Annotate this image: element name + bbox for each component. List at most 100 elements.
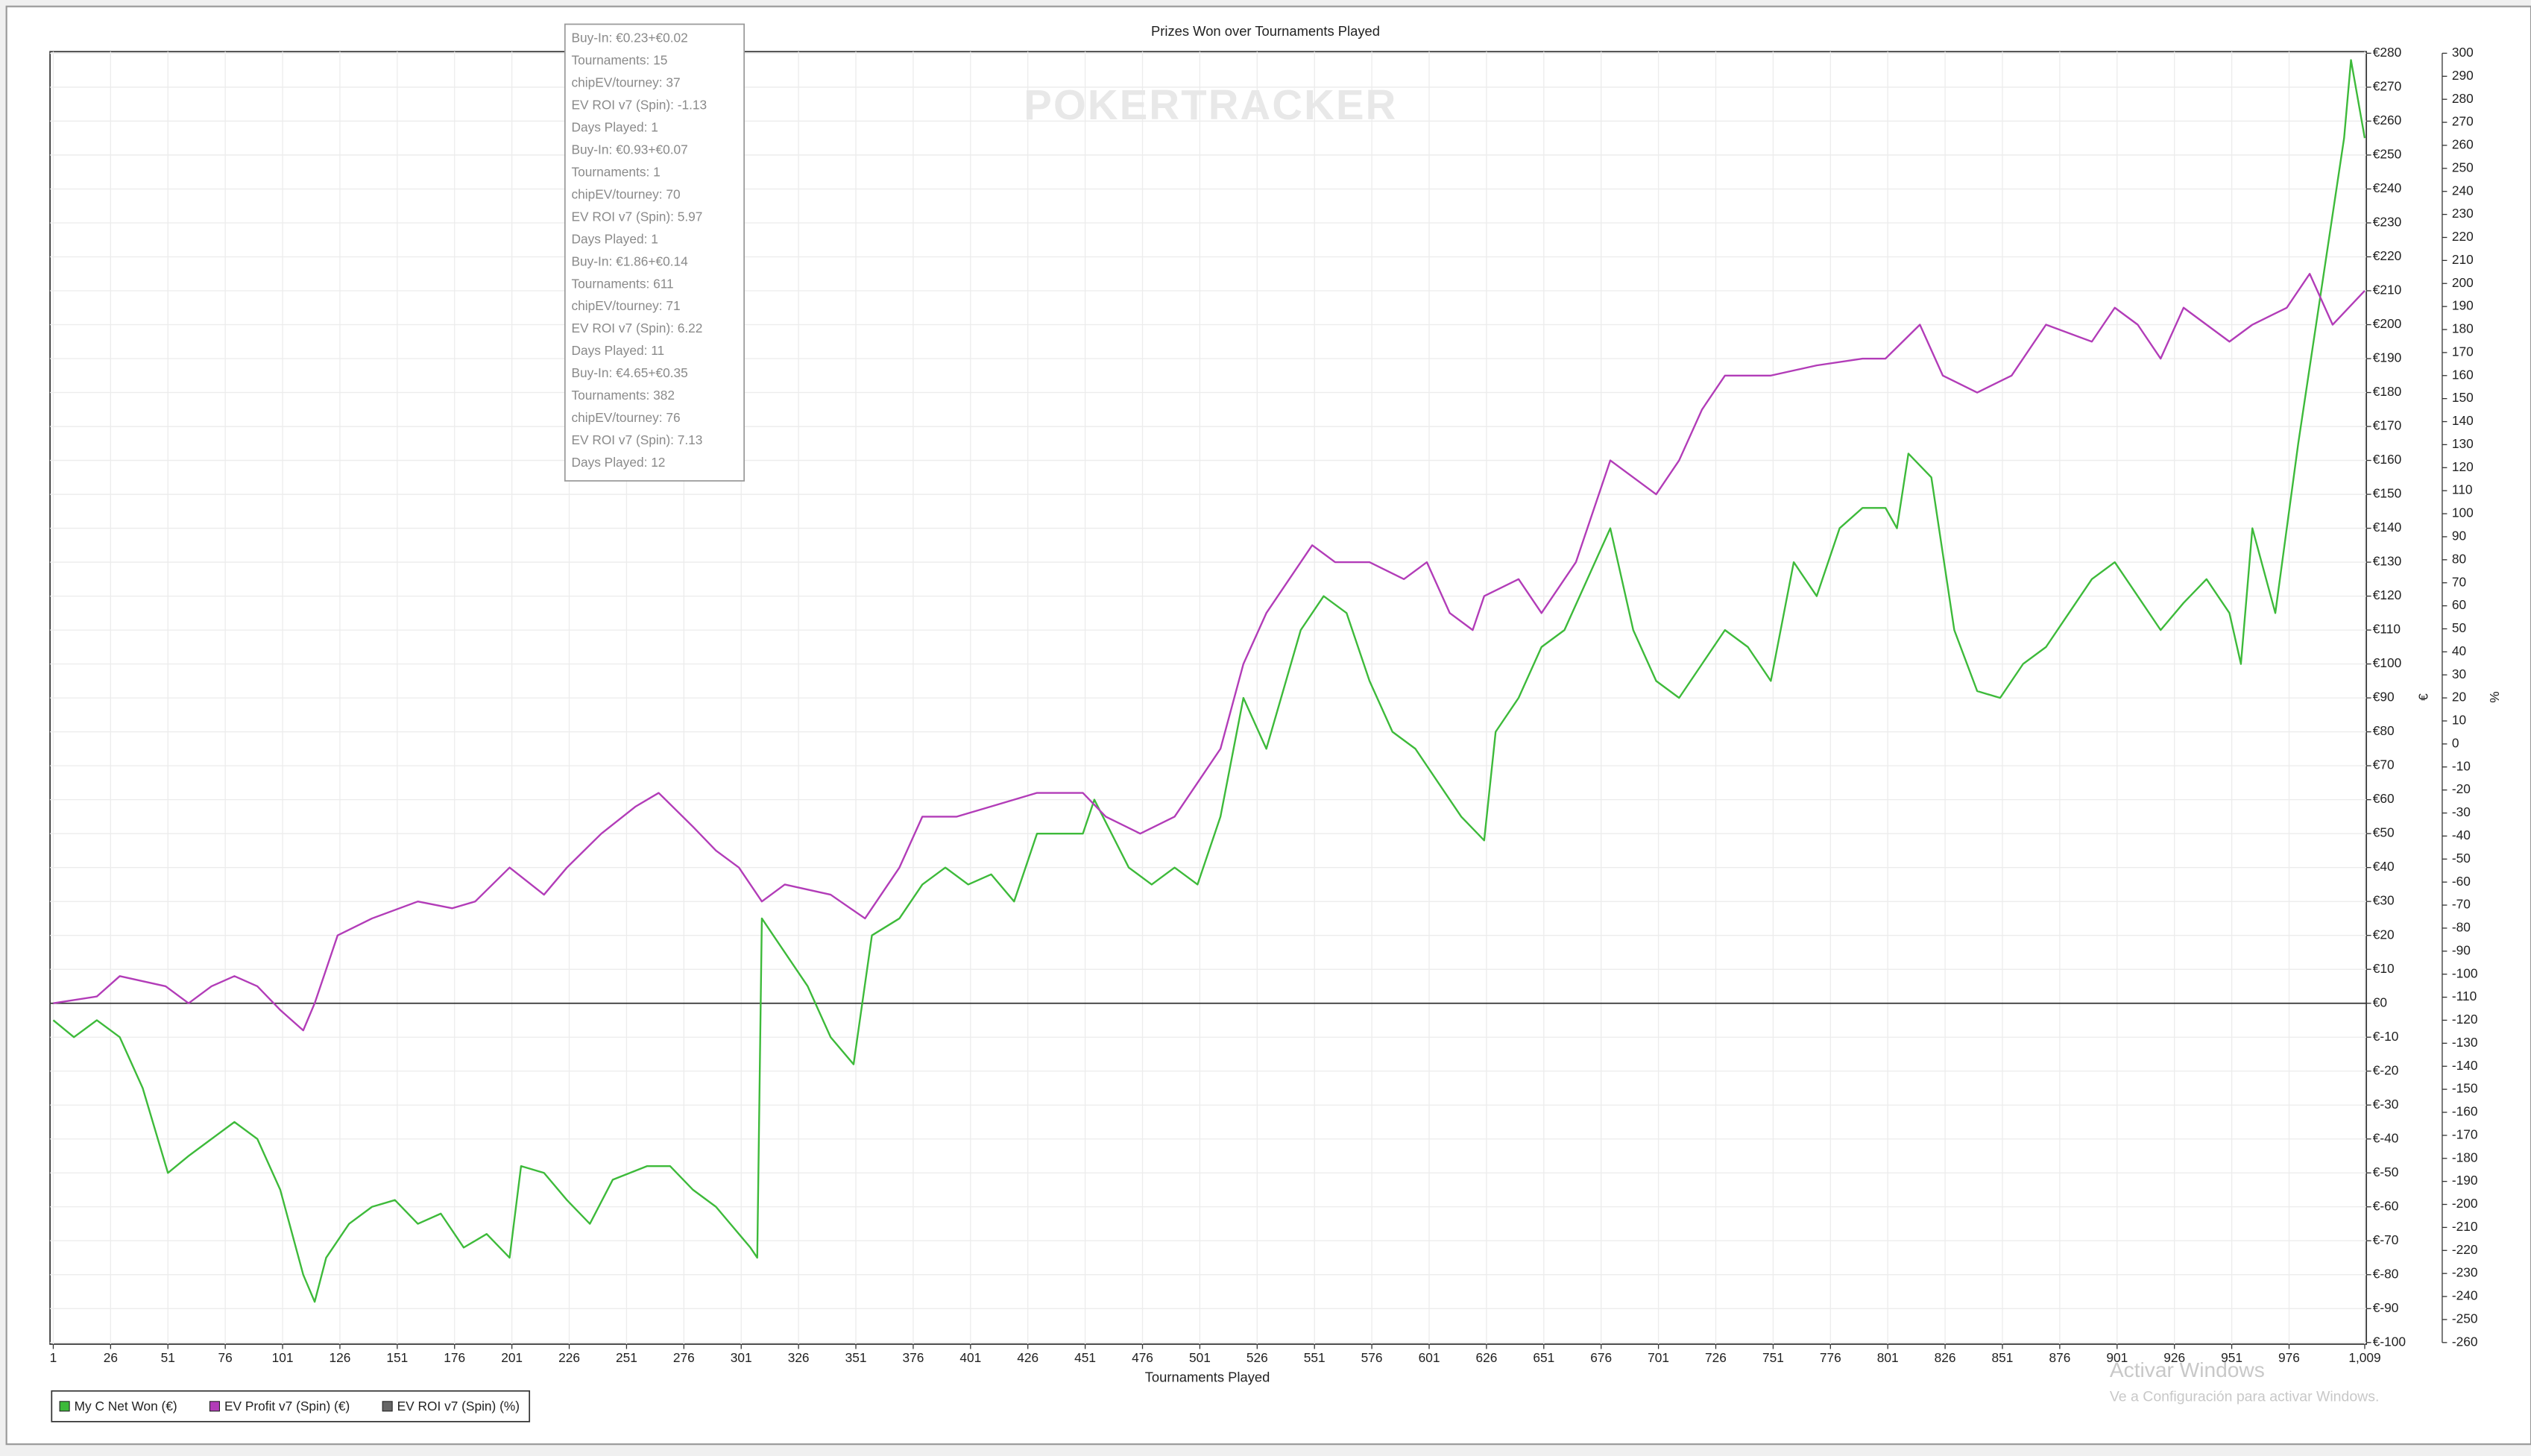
tooltip-line: Buy-In: €1.86+€0.14 <box>571 253 688 268</box>
y-tick-label: €-10 <box>2373 1029 2399 1044</box>
y-tick-label: €180 <box>2373 384 2401 399</box>
y2-tick-label: -190 <box>2452 1173 2478 1188</box>
y2-tick-label: -210 <box>2452 1219 2478 1234</box>
legend-label: My C Net Won (€) <box>75 1399 177 1414</box>
grid <box>50 51 2367 1344</box>
y-tick-label: €-60 <box>2373 1198 2399 1213</box>
y-tick-label: €190 <box>2373 350 2401 365</box>
y2-tick-label: -160 <box>2452 1104 2478 1119</box>
ticks: 1 26 51 76 101 126 151 176 201 226 251 276 301 326 351… <box>50 45 2478 1365</box>
y2-tick-label: -50 <box>2452 851 2471 866</box>
x-tick-label: 551 <box>1304 1350 1326 1365</box>
y2-tick-label: -90 <box>2452 942 2471 957</box>
tooltip-line: EV ROI v7 (Spin): 6.22 <box>571 321 702 335</box>
x-tick-label: 851 <box>1992 1350 2014 1365</box>
x-tick-label: 1,009 <box>2348 1350 2380 1365</box>
y2-tick-label: -20 <box>2452 781 2471 796</box>
y-tick-label: €-100 <box>2373 1334 2406 1349</box>
x-tick-label: 426 <box>1017 1350 1038 1365</box>
y2-tick-label: -170 <box>2452 1126 2478 1141</box>
y2-tick-label: 120 <box>2452 459 2474 474</box>
y2-tick-label: 240 <box>2452 183 2474 198</box>
x-tick-label: 1 <box>50 1350 57 1365</box>
x-tick-label: 776 <box>1820 1350 1841 1365</box>
legend-label: EV Profit v7 (Spin) (€) <box>224 1399 350 1414</box>
y-tick-label: €-90 <box>2373 1300 2399 1315</box>
tooltip-line: EV ROI v7 (Spin): 5.97 <box>571 209 702 224</box>
x-tick-label: 901 <box>2106 1350 2128 1365</box>
legend-swatch <box>209 1401 221 1412</box>
y-tick-label: €-50 <box>2373 1165 2399 1179</box>
y-tick-label: €100 <box>2373 655 2401 670</box>
y2-tick-label: 190 <box>2452 298 2474 313</box>
y-tick-label: €40 <box>2373 859 2395 874</box>
x-tick-label: 701 <box>1648 1350 1669 1365</box>
y2-tick-label: 220 <box>2452 229 2474 244</box>
y-tick-label: €140 <box>2373 520 2401 535</box>
x-tick-label: 576 <box>1361 1350 1383 1365</box>
y2-tick-label: -100 <box>2452 965 2478 980</box>
y-tick-label: €60 <box>2373 791 2395 806</box>
tooltip-line: Days Played: 1 <box>571 119 658 134</box>
x-tick-label: 101 <box>272 1350 294 1365</box>
y-tick-label: €280 <box>2373 45 2401 60</box>
y2-tick-label: -10 <box>2452 758 2471 773</box>
y-tick-label: €0 <box>2373 995 2387 1009</box>
x-tick-label: 601 <box>1419 1350 1440 1365</box>
y2-tick-label: -260 <box>2452 1334 2478 1349</box>
y-tick-label: €110 <box>2373 622 2401 637</box>
y2-tick-label: 10 <box>2452 713 2466 728</box>
x-tick-label: 226 <box>558 1350 580 1365</box>
series-line <box>53 273 2365 1032</box>
y2-tick-label: 280 <box>2452 91 2474 106</box>
y2-tick-label: -60 <box>2452 874 2471 889</box>
tooltip-line: Tournaments: 611 <box>571 276 673 291</box>
tooltip-box <box>564 23 746 482</box>
y-axis-label: € <box>2416 693 2431 701</box>
x-tick-label: 401 <box>959 1350 981 1365</box>
x-tick-label: 526 <box>1246 1350 1268 1365</box>
x-tick-label: 801 <box>1877 1350 1899 1365</box>
y2-tick-label: 180 <box>2452 321 2474 336</box>
y2-tick-label: -250 <box>2452 1311 2478 1326</box>
y-tick-label: €210 <box>2373 283 2401 297</box>
y2-tick-label: -70 <box>2452 897 2471 912</box>
tooltip-line: Days Played: 11 <box>571 343 664 358</box>
x-tick-label: 126 <box>330 1350 351 1365</box>
y2-tick-label: -130 <box>2452 1035 2478 1050</box>
y-tick-label: €240 <box>2373 180 2401 195</box>
y-tick-label: €120 <box>2373 587 2401 602</box>
y-tick-label: €-20 <box>2373 1062 2399 1077</box>
chart-title: Prizes Won over Tournaments Played <box>1151 23 1380 39</box>
x-tick-label: 676 <box>1590 1350 1612 1365</box>
tooltip-line: chipEV/tourney: 71 <box>571 298 680 313</box>
y2-tick-label: 60 <box>2452 597 2466 612</box>
tooltip-line: chipEV/tourney: 70 <box>571 186 680 201</box>
y2-tick-label: 30 <box>2452 666 2466 681</box>
y2-tick-label: -140 <box>2452 1058 2478 1073</box>
legend-swatch <box>59 1401 70 1412</box>
x-tick-label: 351 <box>845 1350 867 1365</box>
tooltip-line: Tournaments: 382 <box>571 388 674 403</box>
y2-tick-label: 50 <box>2452 620 2466 635</box>
y-tick-label: €130 <box>2373 554 2401 569</box>
x-tick-label: 151 <box>386 1350 408 1365</box>
tooltip-line: Buy-In: €0.23+€0.02 <box>571 31 687 45</box>
x-tick-label: 76 <box>218 1350 233 1365</box>
y-tick-label: €-80 <box>2373 1266 2399 1281</box>
y-tick-label: €170 <box>2373 418 2401 433</box>
tooltip-line: chipEV/tourney: 37 <box>571 75 680 89</box>
y2-tick-label: 80 <box>2452 551 2466 566</box>
y2-tick-label: -220 <box>2452 1242 2478 1257</box>
y-tick-label: €50 <box>2373 825 2395 840</box>
legend-label: EV ROI v7 (Spin) (%) <box>397 1399 520 1414</box>
tooltip-line: Tournaments: 15 <box>571 53 667 68</box>
y2-tick-label: -110 <box>2452 989 2477 1003</box>
y-tick-label: €230 <box>2373 215 2401 230</box>
tooltip-line: EV ROI v7 (Spin): -1.13 <box>571 97 707 112</box>
x-tick-label: 26 <box>104 1350 118 1365</box>
y2-tick-label: -40 <box>2452 828 2471 842</box>
tooltip-line: Tournaments: 1 <box>571 164 660 179</box>
y2-tick-label: 300 <box>2452 45 2474 60</box>
